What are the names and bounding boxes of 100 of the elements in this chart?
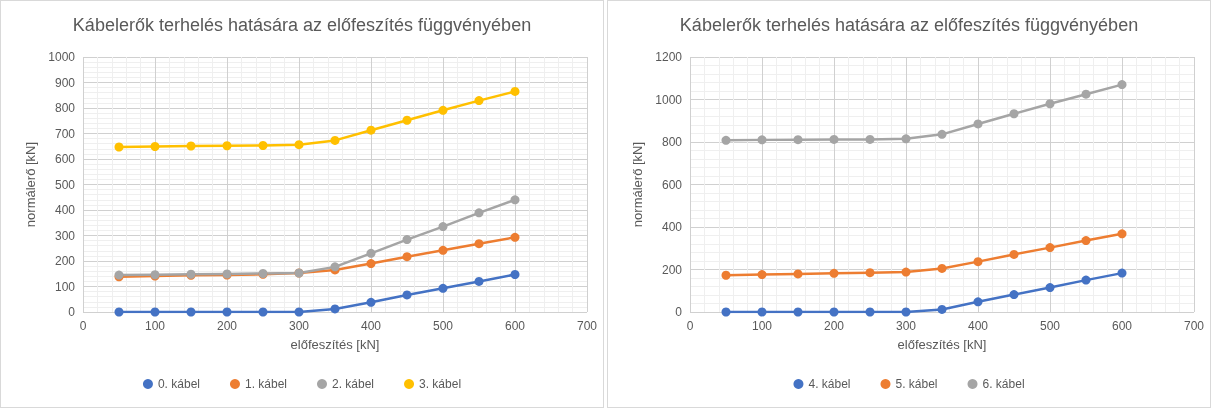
y-axis-title: normálerő [kN] bbox=[23, 141, 39, 228]
x-tick-label: 400 bbox=[967, 319, 989, 333]
y-tick-label: 200 bbox=[54, 254, 76, 268]
point bbox=[1009, 249, 1019, 259]
y-tick-label: 1200 bbox=[655, 50, 683, 64]
point bbox=[402, 252, 412, 262]
x-tick-label: 700 bbox=[1183, 319, 1205, 333]
point bbox=[829, 134, 839, 144]
point bbox=[402, 290, 412, 300]
point bbox=[1117, 229, 1127, 239]
point bbox=[150, 307, 160, 317]
point bbox=[474, 239, 484, 249]
point bbox=[901, 267, 911, 277]
x-axis-title: előfeszítés [kN] bbox=[897, 337, 987, 352]
y-tick-label: 1000 bbox=[48, 50, 76, 64]
legend-label: 6. kábel bbox=[982, 377, 1025, 391]
point bbox=[366, 297, 376, 307]
point bbox=[474, 276, 484, 286]
x-tick-label: 500 bbox=[432, 319, 454, 333]
point bbox=[258, 307, 268, 317]
point bbox=[865, 134, 875, 144]
point bbox=[438, 283, 448, 293]
point bbox=[865, 268, 875, 278]
point bbox=[1081, 89, 1091, 99]
y-tick-label: 200 bbox=[661, 262, 683, 277]
point bbox=[829, 268, 839, 278]
point bbox=[757, 307, 767, 317]
x-tick-label: 600 bbox=[504, 319, 526, 333]
x-tick-label: 100 bbox=[144, 319, 166, 333]
y-tick-label: 700 bbox=[54, 126, 76, 141]
point bbox=[937, 129, 947, 139]
point bbox=[186, 141, 196, 151]
x-tick-label: 200 bbox=[216, 319, 238, 333]
point bbox=[937, 304, 947, 314]
point bbox=[114, 307, 124, 317]
point bbox=[1117, 80, 1127, 90]
point bbox=[829, 307, 839, 317]
point bbox=[258, 140, 268, 150]
x-tick-label: 100 bbox=[751, 319, 773, 333]
x-tick-label: 300 bbox=[895, 319, 917, 333]
point bbox=[1045, 99, 1055, 109]
point bbox=[402, 235, 412, 245]
x-axis-title: előfeszítés [kN] bbox=[290, 337, 380, 352]
point bbox=[366, 259, 376, 269]
point bbox=[294, 140, 304, 150]
point bbox=[114, 142, 124, 152]
point bbox=[865, 307, 875, 317]
x-tick-label: 600 bbox=[1111, 319, 1133, 333]
y-tick-label: 900 bbox=[54, 75, 76, 90]
legend-label: 3. kábel bbox=[419, 377, 462, 391]
point bbox=[1117, 268, 1127, 278]
point bbox=[402, 115, 412, 125]
y-tick-label: 500 bbox=[54, 177, 76, 192]
x-tick-label: 500 bbox=[1039, 319, 1061, 333]
y-tick-label: 100 bbox=[54, 279, 76, 294]
y-tick-label: 0 bbox=[675, 305, 683, 319]
chart-title: Kábelerők terhelés hatására az előfeszítés függvényében bbox=[72, 15, 532, 35]
x-tick-label: 300 bbox=[288, 319, 310, 333]
legend-label: 0. kábel bbox=[157, 377, 200, 391]
point bbox=[222, 141, 232, 151]
y-tick-label: 800 bbox=[661, 135, 683, 149]
legend-label: 1. kábel bbox=[244, 377, 287, 391]
y-tick-label: 300 bbox=[54, 228, 76, 243]
point bbox=[757, 135, 767, 145]
point bbox=[721, 307, 731, 317]
x-tick-label: 200 bbox=[823, 319, 845, 333]
point bbox=[973, 297, 983, 307]
point bbox=[474, 96, 484, 106]
legend-label: 2. kábel bbox=[332, 377, 375, 391]
x-tick-label: 0 bbox=[79, 319, 87, 333]
point bbox=[721, 135, 731, 145]
point bbox=[901, 307, 911, 317]
x-tick-label: 700 bbox=[576, 319, 598, 333]
point bbox=[438, 105, 448, 115]
point bbox=[1081, 236, 1091, 246]
point bbox=[973, 119, 983, 129]
point bbox=[438, 222, 448, 232]
point bbox=[937, 263, 947, 273]
x-tick-label: 0 bbox=[686, 319, 694, 333]
point bbox=[150, 142, 160, 151]
y-axis-title: normálerő [kN] bbox=[630, 141, 646, 228]
chart-title: Kábelerők terhelés hatására az előfeszítés függvényében bbox=[679, 15, 1139, 35]
point bbox=[1081, 275, 1091, 285]
point bbox=[1009, 290, 1019, 300]
point bbox=[366, 248, 376, 258]
legend-label: 5. kábel bbox=[895, 377, 938, 391]
y-tick-label: 600 bbox=[54, 152, 76, 166]
x-tick-label: 400 bbox=[360, 319, 382, 333]
y-tick-label: 400 bbox=[54, 203, 76, 217]
point bbox=[510, 86, 520, 96]
point bbox=[510, 232, 520, 242]
point bbox=[366, 125, 376, 135]
point bbox=[973, 257, 983, 267]
point bbox=[474, 208, 484, 218]
point bbox=[294, 307, 304, 317]
legend-label: 4. kábel bbox=[808, 377, 851, 391]
point bbox=[330, 304, 340, 314]
point bbox=[793, 135, 803, 145]
point bbox=[222, 307, 232, 317]
point bbox=[721, 270, 731, 280]
